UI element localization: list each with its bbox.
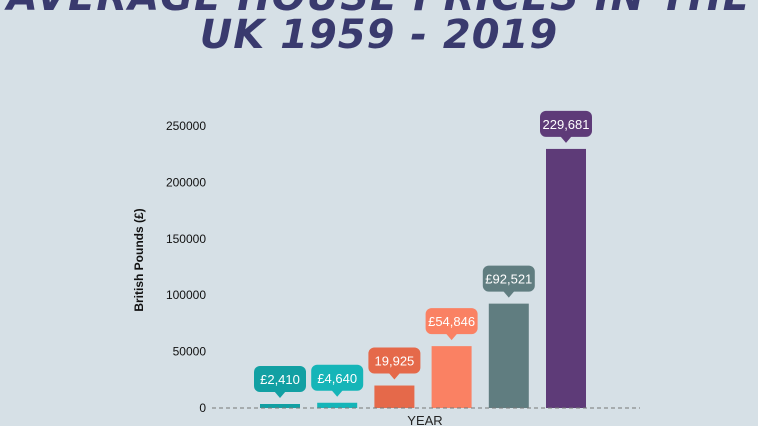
- data-label: 19,925: [375, 354, 415, 369]
- data-label-callout: [540, 110, 592, 137]
- y-tick-label: 200000: [166, 175, 206, 189]
- bar: [488, 303, 529, 408]
- data-label: £92,521: [485, 272, 532, 287]
- callout-pointer: [388, 372, 401, 380]
- data-label-callout: [368, 347, 421, 374]
- chart-title-line-1: AVERAGE HOUSE PRICES IN THE: [0, 0, 758, 20]
- y-axis-label: British Pounds (£): [132, 208, 146, 311]
- callout-pointer: [445, 333, 458, 341]
- y-tick-label: 250000: [166, 119, 206, 133]
- y-tick-label: 150000: [166, 232, 206, 246]
- callout-pointer: [502, 290, 515, 298]
- data-label-callout: [482, 265, 535, 292]
- y-tick-label: 0: [199, 401, 206, 415]
- data-label-callout: [311, 364, 364, 391]
- y-tick-label: 50000: [173, 345, 207, 359]
- y-tick-label: 100000: [166, 288, 206, 302]
- bar: [260, 404, 300, 408]
- bar: [317, 402, 358, 408]
- callout-pointer: [331, 389, 344, 397]
- data-label-callout: [254, 366, 306, 392]
- data-label-callout: [425, 308, 478, 335]
- data-label: 229,681: [543, 117, 590, 132]
- data-label: £2,410: [260, 372, 300, 387]
- x-axis-label: YEAR: [407, 413, 442, 426]
- callout-pointer: [274, 391, 286, 398]
- bar: [374, 385, 415, 408]
- callout-pointer: [560, 135, 572, 143]
- chart-title-line-2: UK 1959 - 2019: [199, 12, 559, 58]
- bar: [431, 346, 472, 408]
- bar: [546, 148, 586, 408]
- data-label: £54,846: [428, 314, 475, 329]
- data-label: £4,640: [317, 371, 357, 386]
